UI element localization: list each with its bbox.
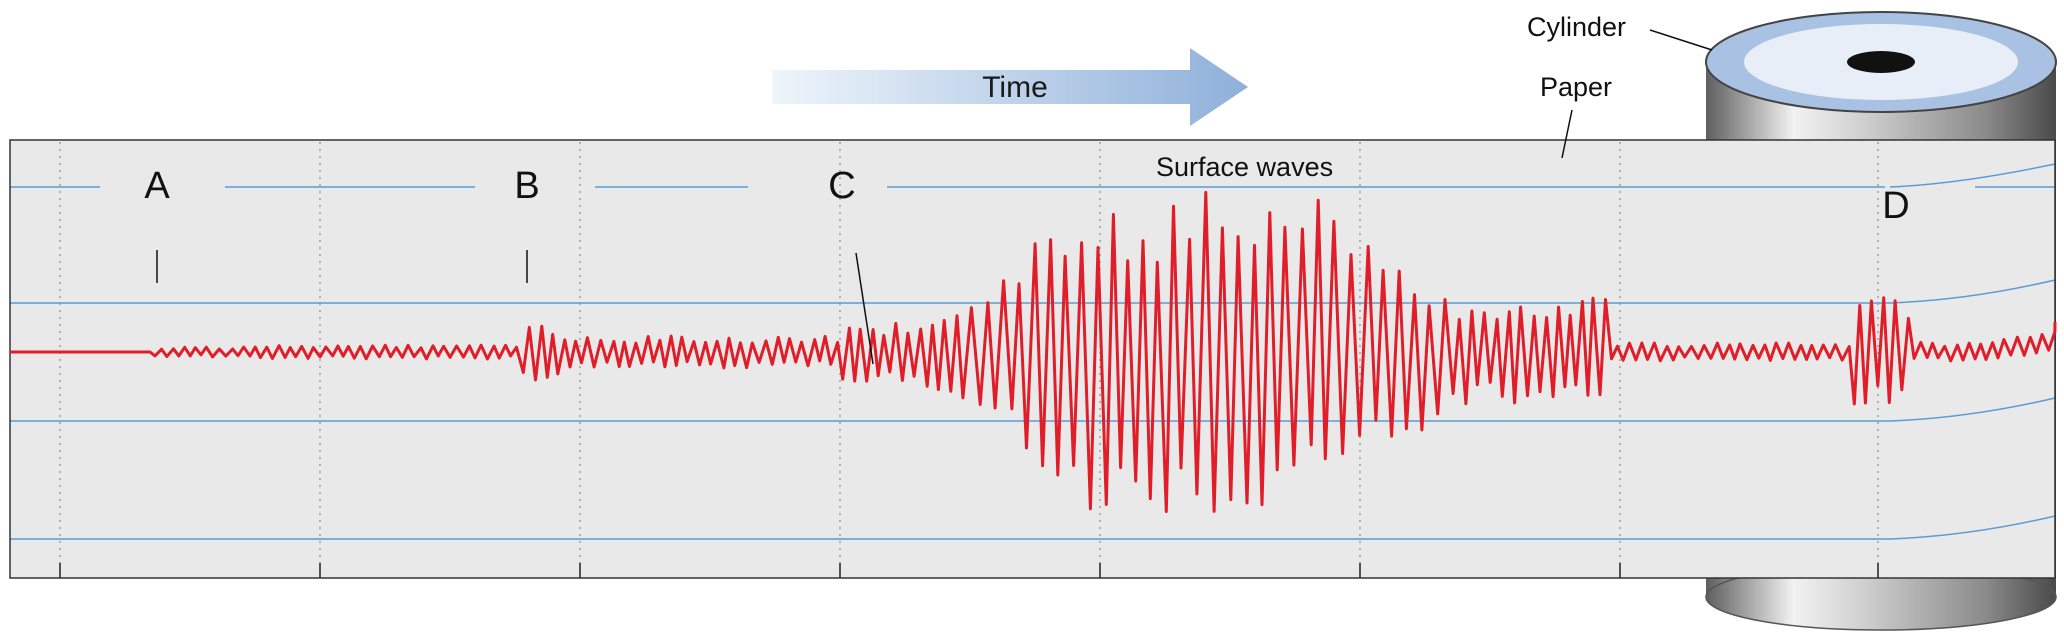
time-ticks — [59, 563, 1879, 578]
cylinder-label: Cylinder — [1527, 12, 1626, 42]
pointer-c — [855, 252, 874, 365]
label-b: B — [514, 165, 539, 207]
paper-label: Paper — [1540, 72, 1612, 102]
paper-strip — [9, 139, 2056, 579]
label-c: C — [828, 165, 855, 207]
annotations: A B C D Surface waves Paper Cylinder — [144, 12, 1910, 365]
surface-waves-label: Surface waves — [1156, 152, 1333, 182]
time-label: Time — [982, 71, 1048, 104]
ruling-lines — [10, 163, 2056, 540]
label-a: A — [144, 165, 170, 207]
cylinder-pointer — [1649, 29, 1713, 51]
seismogram-trace — [10, 190, 2057, 513]
time-arrow: Time — [772, 48, 1248, 126]
label-d: D — [1882, 185, 1909, 227]
paper-pointer — [1561, 109, 1573, 159]
